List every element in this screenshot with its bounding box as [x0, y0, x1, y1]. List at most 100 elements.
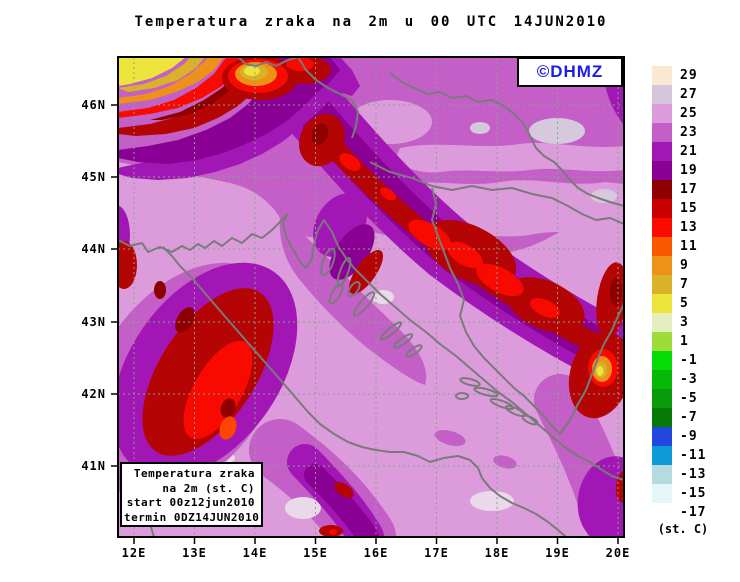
colorbar-entry: 17	[652, 180, 706, 199]
colorbar-swatch	[652, 256, 672, 275]
colorbar-label: 23	[680, 125, 698, 140]
lat-tick-label: 46N	[81, 98, 106, 112]
colorbar-entry: -3	[652, 370, 706, 389]
colorbar-entry: 5	[652, 294, 706, 313]
colorbar-entry: -7	[652, 408, 706, 427]
lat-tick-label: 44N	[81, 242, 106, 256]
colorbar-swatches: 29 27 25 23 21 19 17 15 13 11 9 7 5 3 1 -1 -3 -5 -7 -9 -11 -1…	[652, 66, 706, 522]
colorbar-swatch	[652, 503, 672, 522]
colorbar-label: 11	[680, 239, 698, 254]
colorbar-label: 17	[680, 182, 698, 197]
dhmz-watermark: ©DHMZ	[536, 62, 604, 81]
colorbar-swatch	[652, 85, 672, 104]
colorbar-swatch	[652, 370, 672, 389]
colorbar-label: 25	[680, 106, 698, 121]
colorbar-swatch	[652, 313, 672, 332]
colorbar-entry: 11	[652, 237, 706, 256]
colorbar-swatch	[652, 237, 672, 256]
colorbar-swatch	[652, 142, 672, 161]
legend-line-3: start 00z12jun2010	[126, 496, 255, 509]
lon-tick-label: 17E	[424, 546, 449, 560]
colorbar-swatch	[652, 427, 672, 446]
colorbar-entry: 9	[652, 256, 706, 275]
colorbar-entry: 19	[652, 161, 706, 180]
lat-tick-label: 42N	[81, 387, 106, 401]
lon-tick-label: 16E	[363, 546, 389, 560]
colorbar-label: 3	[680, 315, 689, 330]
legend-line-2: na 2m (st. C)	[162, 481, 255, 495]
colorbar-swatch	[652, 275, 672, 294]
dhmz-logo-box: ©DHMZ	[517, 57, 623, 87]
colorbar-swatch	[652, 389, 672, 408]
colorbar-entry: -9	[652, 427, 706, 446]
colorbar-label: -5	[680, 391, 698, 406]
colorbar-label: 7	[680, 277, 689, 292]
colorbar-entry: -15	[652, 484, 706, 503]
colorbar-label: 21	[680, 144, 698, 159]
colorbar-swatch	[652, 123, 672, 142]
lon-tick-label: 18E	[484, 546, 510, 560]
colorbar-entry: 25	[652, 104, 706, 123]
plot-border	[117, 56, 625, 538]
colorbar-entry: -11	[652, 446, 706, 465]
colorbar-entry: 13	[652, 218, 706, 237]
map-fill-layers	[118, 57, 624, 537]
colorbar-label: -17	[680, 505, 707, 520]
lat-tick-label: 43N	[81, 315, 106, 329]
colorbar-label: 27	[680, 87, 698, 102]
colorbar-label: 5	[680, 296, 689, 311]
lon-tick-label: 13E	[182, 546, 207, 560]
colorbar-entry: -13	[652, 465, 706, 484]
colorbar-label: -1	[680, 353, 698, 368]
lon-tick-label: 20E	[605, 546, 631, 560]
colorbar-entry: 21	[652, 142, 706, 161]
colorbar-entry: 27	[652, 85, 706, 104]
colorbar-entry: 29	[652, 66, 706, 85]
colorbar-swatch	[652, 408, 672, 427]
colorbar-entry: 1	[652, 332, 706, 351]
colorbar-label: 19	[680, 163, 698, 178]
colorbar-label: -11	[680, 448, 707, 463]
colorbar-label: -15	[680, 486, 707, 501]
colorbar-swatch	[652, 66, 672, 85]
legend-line-1: Temperatura zraka	[133, 467, 255, 480]
coastline	[118, 57, 624, 537]
colorbar-entry: 3	[652, 313, 706, 332]
colorbar-label: 13	[680, 220, 698, 235]
colorbar-label: 29	[680, 68, 698, 83]
lon-tick-label: 19E	[545, 546, 570, 560]
colorbar-label: 15	[680, 201, 698, 216]
colorbar-entry: 7	[652, 275, 706, 294]
colorbar-entry: 23	[652, 123, 706, 142]
colorbar-swatch	[652, 199, 672, 218]
colorbar-swatch	[652, 161, 672, 180]
colorbar-swatch	[652, 446, 672, 465]
colorbar-swatch	[652, 218, 672, 237]
colorbar-entry: -5	[652, 389, 706, 408]
colorbar-swatch	[652, 484, 672, 503]
colorbar-swatch	[652, 332, 672, 351]
lat-tick-label: 45N	[81, 170, 106, 184]
colorbar-label: -13	[680, 467, 707, 482]
colorbar-entry: -1	[652, 351, 706, 370]
lon-tick-label: 14E	[242, 546, 268, 560]
legend-box: Temperatura zraka na 2m (st. C) start 00…	[120, 462, 263, 527]
axis-ticks	[111, 104, 619, 544]
colorbar-swatch	[652, 180, 672, 199]
colorbar-swatch	[652, 104, 672, 123]
colorbar-swatch	[652, 294, 672, 313]
colorbar-unit-label: (st. C)	[657, 522, 709, 536]
page-title: Temperatura zraka na 2m u 00 UTC 14JUN20…	[134, 14, 608, 30]
lon-tick-label: 15E	[303, 546, 328, 560]
colorbar-label: 1	[680, 334, 689, 349]
lat-tick-label: 41N	[81, 459, 106, 473]
colorbar-label: -7	[680, 410, 698, 425]
legend-line-4: termin 0DZ14JUN2010	[124, 510, 260, 524]
colorbar-swatch	[652, 465, 672, 484]
lon-tick-label: 12E	[121, 546, 147, 560]
colorbar-swatch	[652, 351, 672, 370]
colorbar-entry: 15	[652, 199, 706, 218]
colorbar-label: -3	[680, 372, 698, 387]
